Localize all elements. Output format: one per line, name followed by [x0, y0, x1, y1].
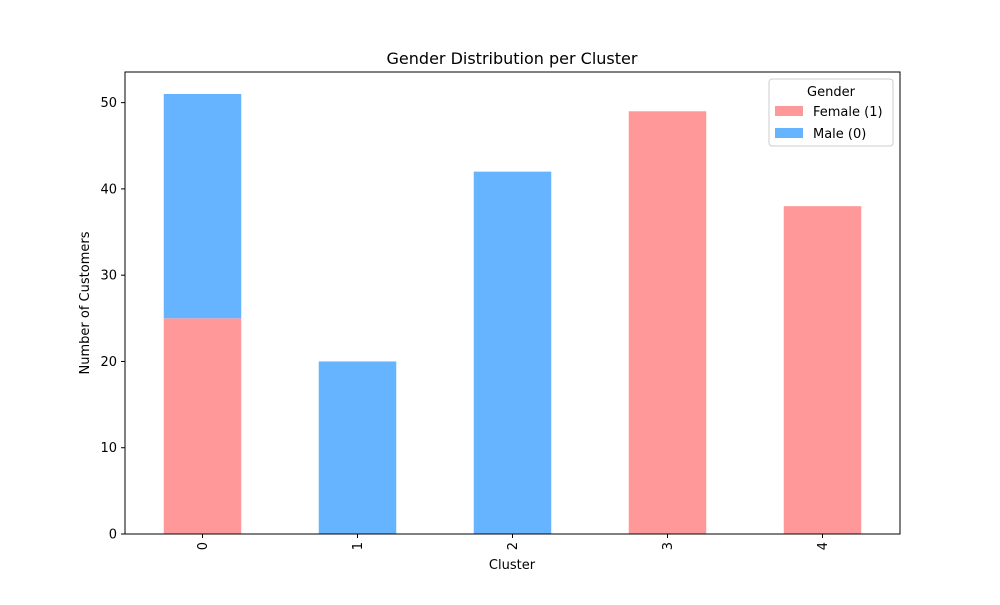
y-tick-label: 40 — [100, 182, 117, 197]
y-tick-label: 20 — [100, 355, 117, 370]
y-axis-label: Number of Customers — [78, 231, 93, 374]
x-tick-label: 1 — [351, 542, 366, 550]
bar-female-cluster-3 — [628, 111, 707, 534]
chart-title: Gender Distribution per Cluster — [387, 49, 638, 68]
bars-layer — [163, 94, 862, 534]
x-tick-label: 3 — [661, 542, 676, 550]
legend-label-male: Male (0) — [813, 127, 866, 142]
bar-female-cluster-4 — [783, 206, 862, 534]
y-tick-label: 10 — [100, 441, 117, 456]
y-tick-label: 0 — [109, 528, 117, 543]
y-tick-label: 30 — [100, 269, 117, 284]
legend-label-female: Female (1) — [813, 105, 883, 120]
bar-male-cluster-1 — [318, 361, 397, 534]
x-tick-label: 2 — [506, 542, 521, 550]
legend-swatch-female — [775, 106, 803, 116]
bar-female-cluster-0 — [163, 318, 242, 534]
bar-male-cluster-0 — [163, 94, 242, 319]
x-tick-label: 4 — [816, 542, 831, 550]
x-tick-label: 0 — [196, 542, 211, 550]
legend-title: Gender — [807, 85, 856, 100]
axes-layer: 0 10 20 30 40 50 0 1 2 3 4 — [100, 71, 901, 550]
legend-swatch-male — [775, 128, 803, 138]
legend: Gender Female (1) Male (0) — [768, 78, 894, 147]
y-tick-label: 50 — [100, 96, 117, 111]
x-axis-label: Cluster — [489, 558, 536, 573]
bar-male-cluster-2 — [473, 171, 552, 534]
